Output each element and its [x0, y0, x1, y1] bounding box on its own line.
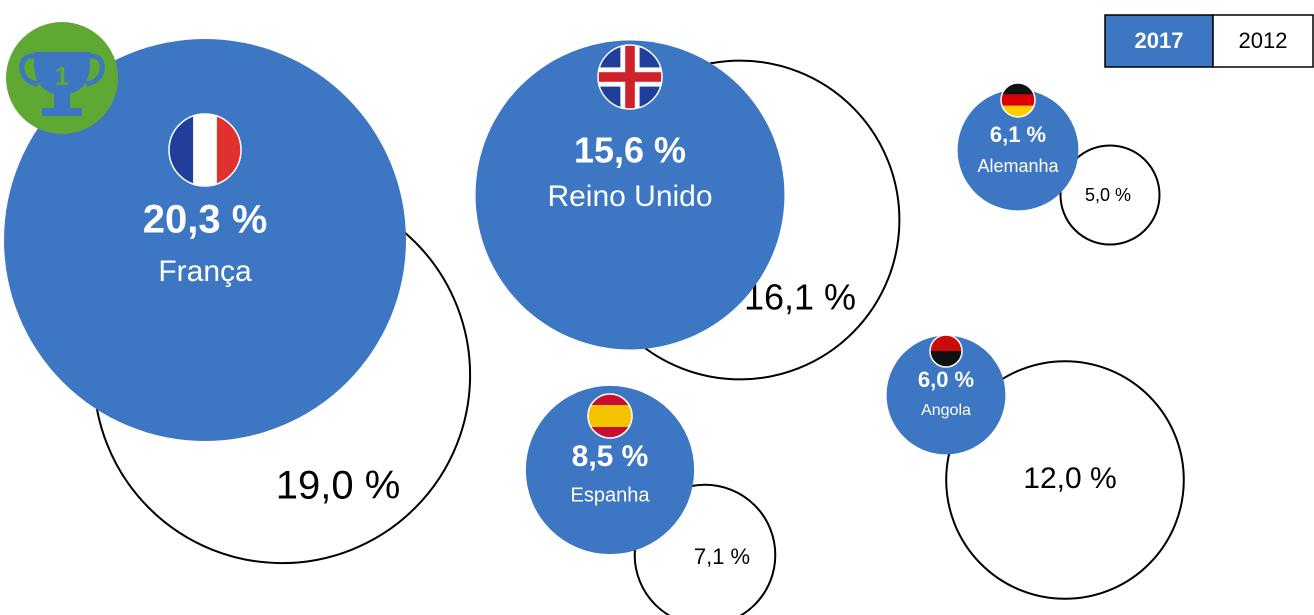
- legend-label[interactable]: 2017: [1135, 28, 1184, 53]
- category-label: Reino Unido: [547, 180, 712, 213]
- flag-stripe: [1001, 105, 1035, 117]
- value-label: 20,3 %: [143, 198, 268, 242]
- flag-icon: [929, 334, 963, 368]
- value-label: 6,0 %: [918, 367, 974, 392]
- bubble-2017: [957, 89, 1079, 211]
- category-label: França: [158, 255, 252, 288]
- flag-outline: [1000, 82, 1036, 118]
- value-label: 16,1 %: [744, 277, 856, 318]
- flag-outline: [587, 393, 633, 439]
- legend: 2017 2012: [1104, 14, 1314, 68]
- flag-outline: [597, 44, 663, 110]
- bubble-2017: [525, 385, 695, 555]
- flag-icon: [1000, 82, 1036, 118]
- flag-icon: [597, 44, 663, 110]
- legend-2017-cell[interactable]: [1104, 14, 1214, 68]
- trophy-icon: 1: [6, 22, 118, 134]
- flag-stripe: [1001, 83, 1035, 95]
- bubble-2017: [4, 39, 406, 441]
- category-label: Angola: [921, 402, 971, 419]
- flag-stripe: [1001, 94, 1035, 106]
- flag-stripe: [193, 114, 218, 186]
- value-label: 15,6 %: [574, 130, 686, 171]
- bubble-2017: [475, 40, 785, 350]
- flag-icon: [168, 113, 242, 187]
- flag-icon: [587, 393, 633, 439]
- value-label: 8,5 %: [572, 440, 649, 473]
- flag-stripe: [930, 335, 962, 351]
- svg-text:1: 1: [55, 61, 69, 91]
- value-label: 5,0 %: [1085, 185, 1131, 205]
- bubble-2012: [1059, 144, 1161, 246]
- value-label: 6,1 %: [990, 122, 1046, 147]
- value-label: 12,0 %: [1023, 462, 1116, 495]
- category-label: Espanha: [571, 484, 651, 506]
- legend-2012-cell[interactable]: [1212, 14, 1314, 68]
- value-label: 7,1 %: [694, 544, 750, 569]
- flag-stripe: [625, 45, 635, 109]
- flag-outline: [168, 113, 242, 187]
- flag-stripe: [930, 351, 962, 367]
- flag-stripe: [588, 405, 632, 427]
- legend-label[interactable]: 2012: [1239, 28, 1288, 53]
- bubble-2012: [945, 360, 1185, 600]
- bubble-2017: [886, 335, 1006, 455]
- bubbles: 19,0 %16,1 %7,1 %5,0 %12,0 %20,3 %França…: [4, 39, 1185, 615]
- value-label: 19,0 %: [276, 464, 401, 508]
- category-label: Alemanha: [977, 156, 1059, 176]
- flag-outline: [929, 334, 963, 368]
